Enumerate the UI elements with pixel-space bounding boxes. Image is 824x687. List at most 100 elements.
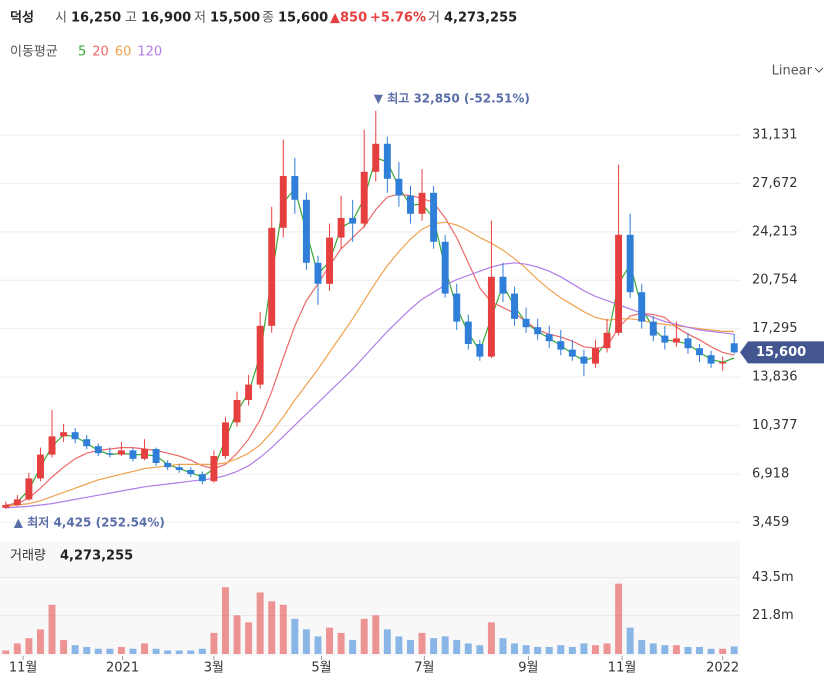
volume-bar [487, 622, 495, 654]
candle-body [233, 400, 241, 423]
legend-item: 120 [137, 45, 162, 60]
candle-body [94, 446, 102, 454]
volume-bar [522, 645, 530, 654]
y-tick-label: 3,459 [752, 515, 789, 530]
candle-body [337, 218, 345, 238]
last-price-badge [740, 341, 824, 364]
volume-bar [545, 646, 553, 654]
candle-body [430, 192, 438, 242]
candle-body [707, 355, 715, 364]
candle-body [117, 450, 125, 455]
candle-body [175, 467, 183, 470]
y-tick-label: 27,672 [752, 176, 798, 191]
candle-body [395, 178, 403, 196]
volume-bar [372, 615, 380, 654]
volume-bar [152, 648, 160, 654]
candle-body [487, 276, 495, 357]
min-annotation: ▲ 최저 4,425 (252.54%) [14, 514, 165, 529]
y-tick-label: 17,295 [752, 321, 798, 336]
change-pct: +5.76% [370, 11, 426, 26]
x-tick-label: 2022 [706, 661, 739, 676]
x-tick-label: 3월 [204, 661, 224, 676]
candle-body [106, 453, 114, 455]
volume-bar [407, 639, 414, 654]
y-tick-label: 43.5m [752, 570, 794, 585]
candle-body [245, 384, 253, 400]
candle-body [696, 348, 703, 356]
candle-body [37, 454, 44, 479]
candle-body [222, 422, 229, 456]
volume-bar [395, 636, 403, 654]
volume-label: 거 [428, 11, 440, 26]
volume-bar [441, 636, 449, 654]
candle-body [545, 334, 553, 342]
volume-bar [37, 629, 44, 654]
volume-bar [615, 583, 623, 654]
candle-body [522, 318, 530, 328]
candle-body [60, 432, 68, 437]
candle-body [730, 343, 738, 353]
candle-body [13, 499, 21, 505]
x-tick-label: 11월 [608, 661, 637, 676]
candle-body [187, 470, 195, 475]
candle-body [418, 192, 426, 214]
volume-bar [534, 646, 542, 654]
high-label: 고 [125, 11, 137, 26]
legend-item: 20 [92, 45, 109, 60]
legend-item: 60 [115, 45, 132, 60]
volume-bar [603, 643, 611, 654]
volume-bar [187, 650, 195, 654]
high: 16,900 [141, 11, 191, 26]
candle-body [302, 199, 310, 263]
ma-title: 이동평균 [10, 45, 58, 60]
candle-body [626, 234, 634, 293]
candle-body [407, 195, 414, 214]
candle-body [256, 325, 264, 385]
candle-body [326, 237, 333, 284]
volume-bar [60, 639, 68, 654]
candle-body [603, 332, 611, 349]
volume-bar [141, 643, 148, 654]
candle-body [638, 292, 646, 322]
volume-bar [337, 632, 345, 654]
x-tick-label: 11월 [9, 661, 38, 676]
x-tick-label: 2021 [106, 661, 139, 676]
volume-bar [25, 638, 33, 654]
candle-body [684, 338, 692, 349]
stock-name: 덕성 [10, 10, 34, 26]
volume-bar [707, 648, 715, 654]
candle-body [719, 362, 727, 364]
volume-bar [175, 650, 183, 654]
volume-bar [83, 646, 91, 654]
volume-bar [279, 604, 287, 654]
volume-bar [291, 618, 299, 654]
scale-selector[interactable]: Linear [772, 64, 813, 79]
candle-body [534, 327, 542, 335]
volume-bar [511, 643, 518, 654]
volume-bar [580, 643, 588, 654]
volume-bar [106, 648, 114, 654]
volume-bar [730, 646, 738, 654]
volume-bar [302, 629, 310, 654]
close: 15,600 [278, 11, 328, 26]
volume-bar [696, 646, 703, 654]
volume-bar [349, 639, 357, 654]
candle-body [557, 341, 565, 350]
candle-body [661, 335, 669, 343]
candle-body [499, 276, 507, 294]
y-tick-label: 10,377 [752, 418, 798, 433]
candle-body [649, 321, 657, 336]
candle-body [615, 234, 623, 333]
last-price-label: 15,600 [756, 345, 806, 360]
volume-bar [383, 629, 391, 654]
candle-body [592, 348, 599, 364]
volume-title: 거래량 [10, 549, 46, 564]
candle-body [25, 478, 33, 500]
volume-bar [13, 643, 21, 654]
volume-bar [360, 618, 368, 654]
x-tick-label: 7월 [414, 661, 434, 676]
volume-bar [245, 622, 253, 654]
candle-body [210, 456, 218, 482]
y-tick-label: 24,213 [752, 224, 798, 239]
chevron[interactable] [814, 67, 824, 73]
